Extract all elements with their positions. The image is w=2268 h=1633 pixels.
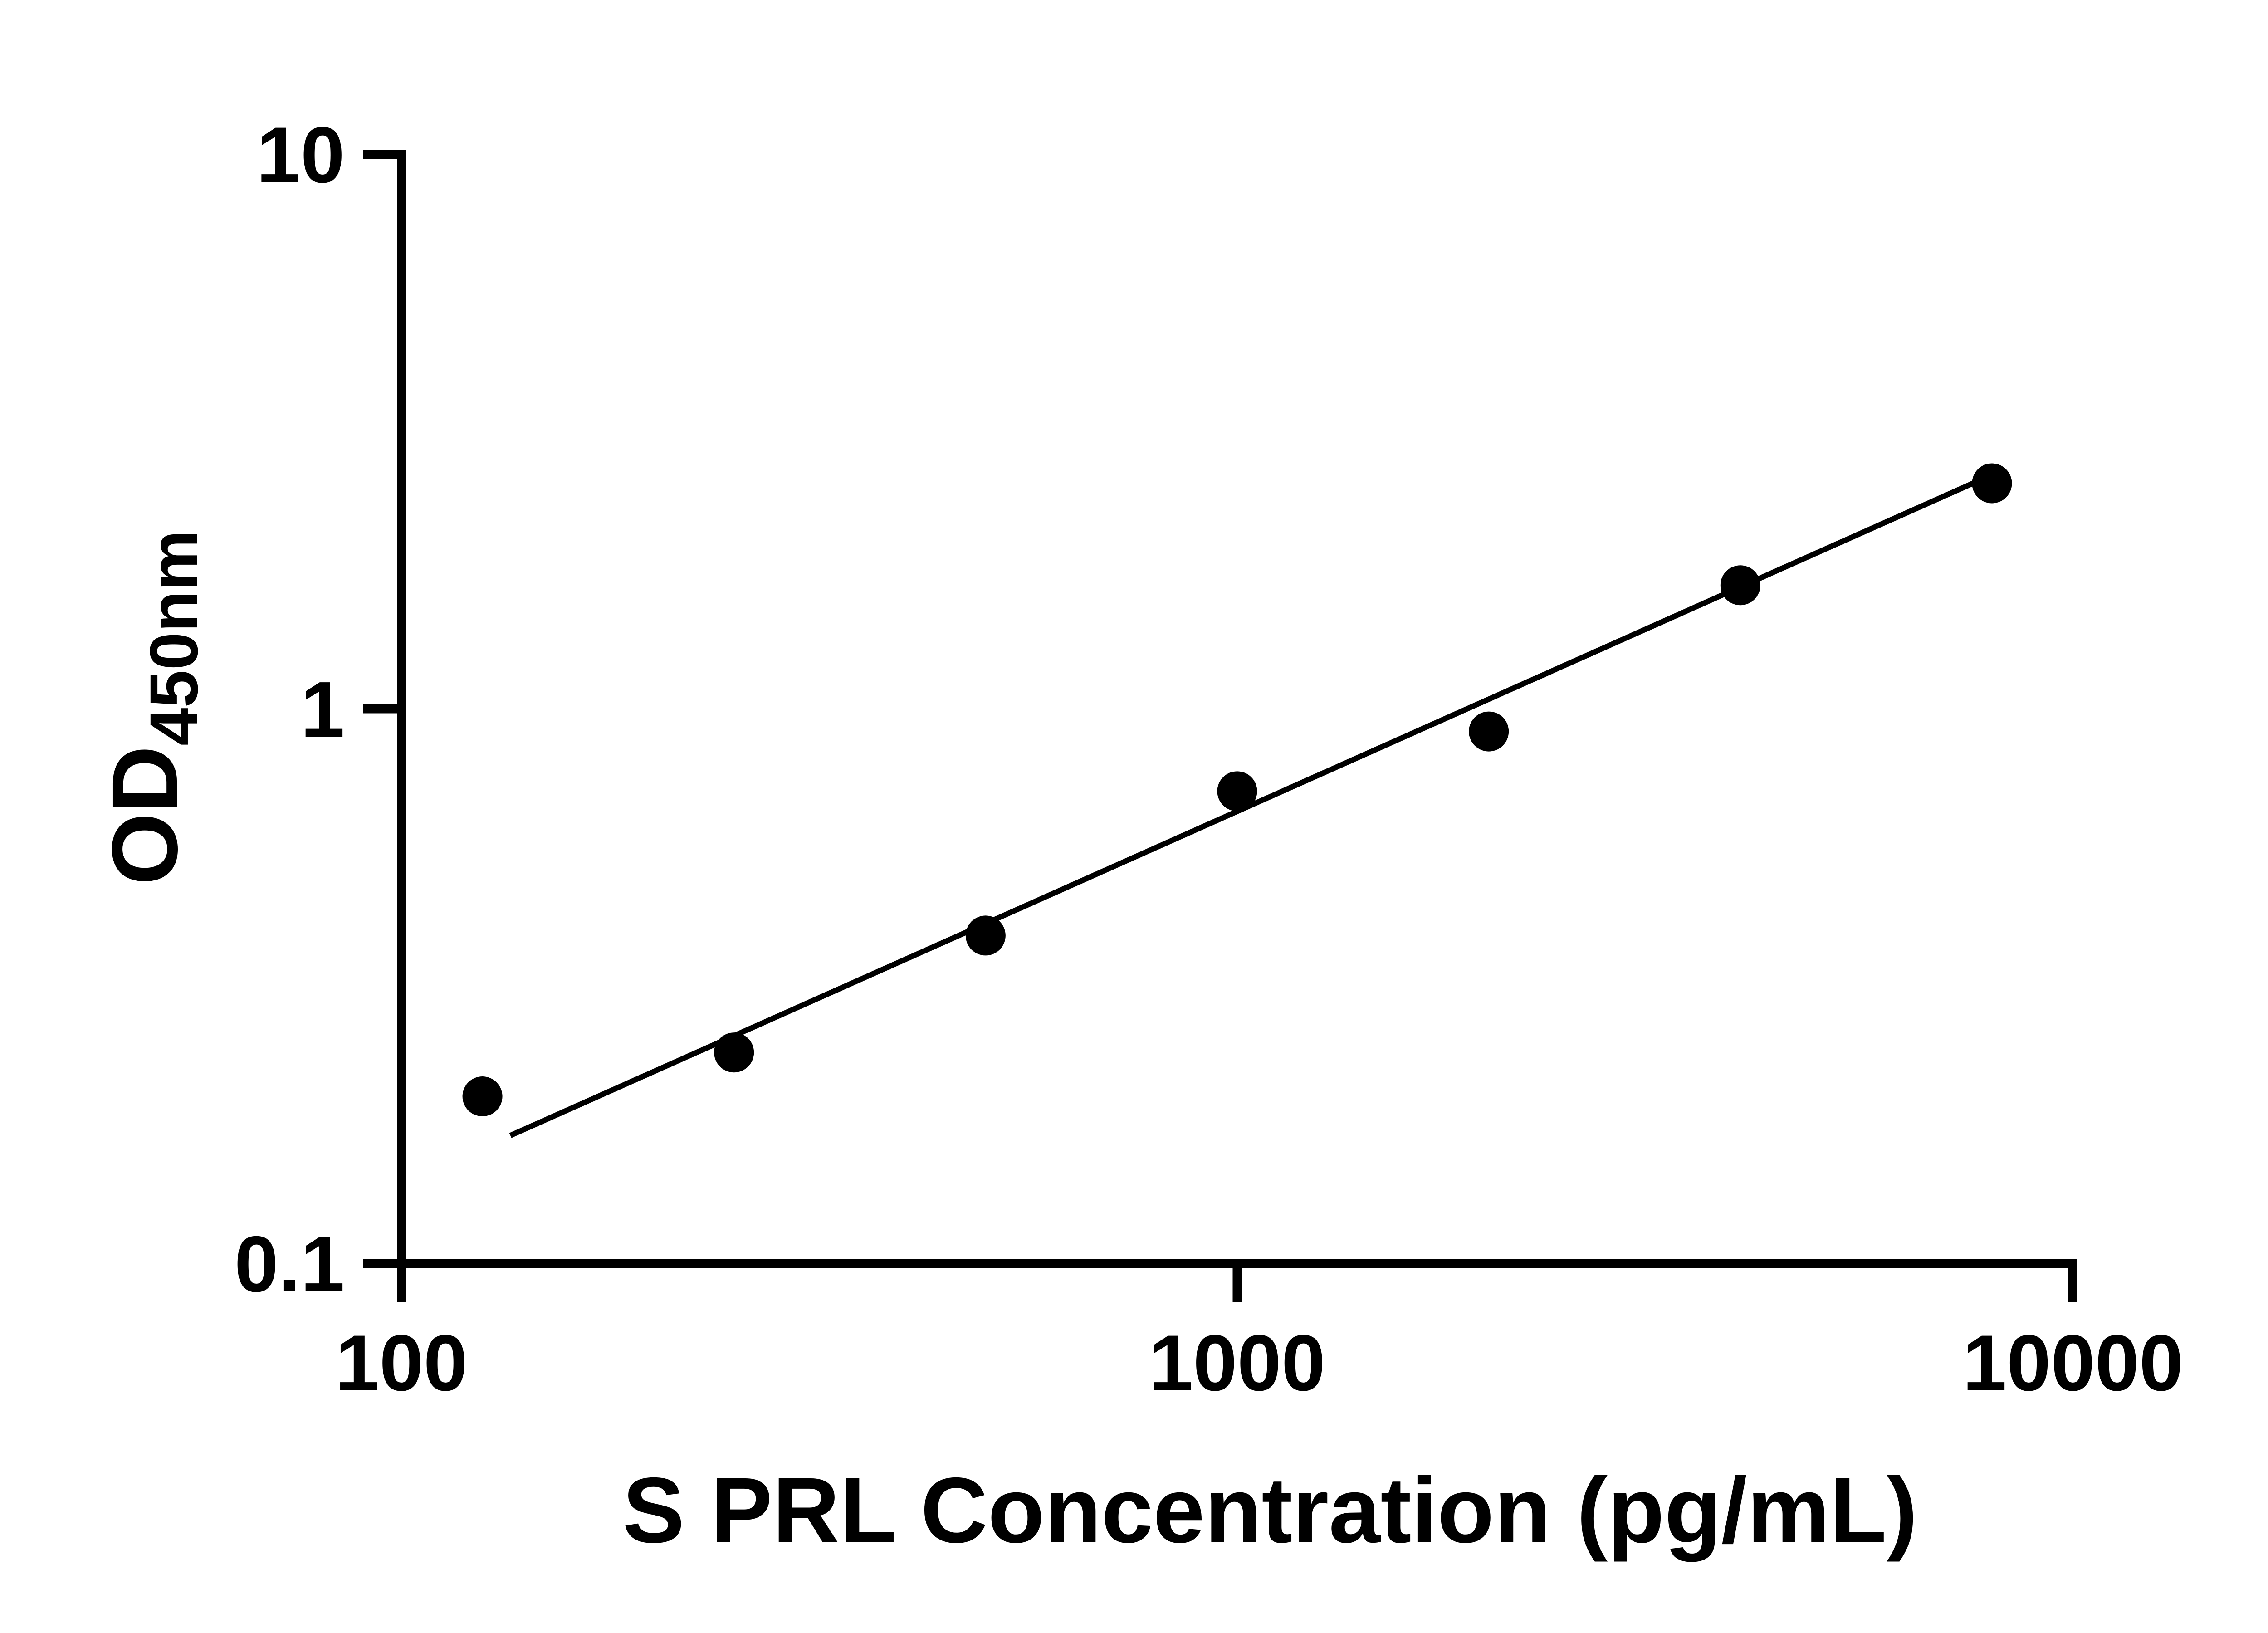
y-axis-title-main: OD	[93, 746, 197, 885]
x-tick-label: 10000	[1963, 1319, 2184, 1408]
x-tick-label: 1000	[1149, 1319, 1325, 1408]
y-axis-title-text: OD450nm	[93, 530, 212, 885]
y-axis-title-sub: 450nm	[136, 530, 212, 746]
data-point	[1217, 771, 1257, 812]
axis-lines	[397, 150, 2077, 1268]
data-point	[462, 1076, 503, 1116]
y-tick-label: 0.1	[235, 1220, 345, 1309]
axes-group: 100 1000 10000 0.1 1 10	[235, 111, 2184, 1408]
y-tick-label: 1	[301, 666, 345, 754]
y-axis-title: OD450nm	[93, 530, 212, 885]
data-point	[965, 915, 1006, 956]
data-point	[1972, 463, 2012, 504]
data-points-group	[462, 463, 2012, 1116]
x-axis-title: S PRL Concentration (pg/mL)	[623, 1458, 1918, 1562]
x-tick-label: 100	[335, 1319, 468, 1408]
data-point	[714, 1032, 754, 1073]
data-point	[1469, 711, 1509, 752]
y-tick-label: 10	[256, 111, 345, 200]
data-point	[1720, 565, 1760, 606]
